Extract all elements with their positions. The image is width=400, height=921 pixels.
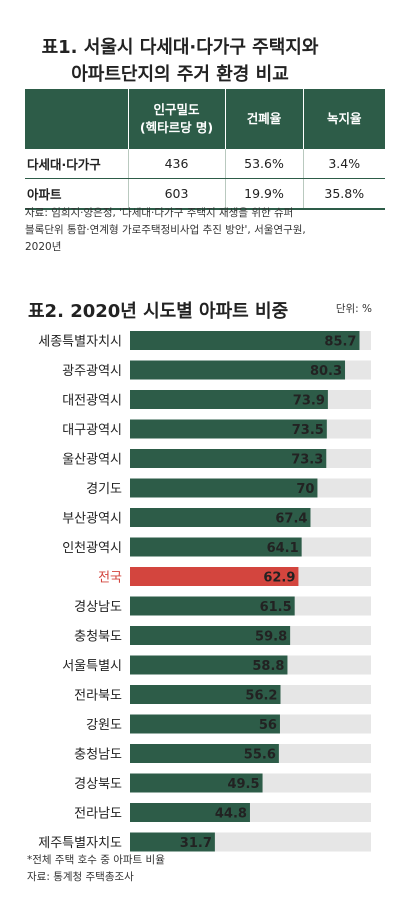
- value-label: 73.9: [293, 394, 325, 409]
- value-label: 58.8: [252, 659, 284, 674]
- bar: [130, 567, 299, 586]
- header-coverage: 건폐율: [224, 89, 303, 149]
- table1-source: 자료: 임희지·양은정, '다세대·다가구 주택지 재생을 위한 슈퍼 블록단위…: [25, 205, 385, 256]
- bar: [130, 419, 327, 439]
- bar: [130, 537, 302, 557]
- value-label: 31.7: [180, 836, 212, 851]
- cell-density: 436: [127, 149, 225, 179]
- chart-footnote: *전체 주택 호수 중 아파트 비율 자료: 통계청 주택총조사: [27, 852, 165, 886]
- value-label: 80.3: [310, 364, 342, 379]
- value-label: 70: [296, 482, 314, 497]
- value-label: 85.7: [324, 335, 356, 350]
- value-label: 59.8: [255, 630, 287, 645]
- source-line1: 자료: 임희지·양은정, '다세대·다가구 주택지 재생을 위한 슈퍼: [25, 207, 294, 219]
- value-label: 61.5: [260, 600, 292, 615]
- category-label: 충청북도: [74, 630, 122, 645]
- category-label: 전라북도: [74, 689, 122, 704]
- bar: [130, 360, 346, 380]
- header-density-line1: 인구밀도: [153, 102, 200, 117]
- category-label: 부산광역시: [62, 512, 122, 527]
- row-label: 아파트: [25, 178, 128, 210]
- value-label: 67.4: [275, 512, 307, 527]
- category-label: 광주광역시: [62, 364, 122, 379]
- bar: [130, 714, 280, 734]
- bar: [130, 832, 215, 852]
- table-row: 아파트 603 19.9% 35.8%: [25, 178, 385, 210]
- footnote-line2: 자료: 통계청 주택총조사: [27, 871, 134, 883]
- bar: [130, 773, 263, 793]
- value-label: 44.8: [215, 807, 247, 822]
- category-label: 전국: [98, 571, 122, 586]
- value-label: 62.9: [263, 571, 295, 586]
- bar: [130, 331, 360, 350]
- comparison-table: 인구밀도 (헥타르당 명) 건폐율 녹지율 다세대·다가구 436 53.6% …: [25, 89, 385, 210]
- category-label: 강원도: [86, 718, 122, 733]
- category-label: 경기도: [86, 482, 122, 497]
- bar: [130, 626, 291, 645]
- bar: [130, 478, 318, 498]
- bar: [130, 803, 250, 822]
- bar: [130, 449, 327, 468]
- value-label: 49.5: [227, 777, 259, 792]
- value-label: 73.5: [292, 423, 324, 438]
- bar: [130, 390, 328, 409]
- header-green: 녹지율: [302, 89, 385, 149]
- value-label: 73.3: [291, 453, 323, 468]
- category-label: 제주특별자치도: [38, 836, 122, 851]
- table1-title-line1: 표1. 서울시 다세대·다가구 주택지와: [41, 37, 319, 58]
- category-label: 전라남도: [74, 807, 122, 822]
- category-label: 울산광역시: [62, 453, 122, 468]
- category-label: 경상남도: [74, 600, 122, 615]
- row-label: 다세대·다가구: [25, 149, 128, 179]
- bar: [130, 685, 281, 704]
- cell-green: 3.4%: [302, 149, 385, 179]
- value-label: 55.6: [244, 748, 276, 763]
- source-line3: 2020년: [25, 241, 62, 253]
- table-row: 다세대·다가구 436 53.6% 3.4%: [25, 149, 385, 179]
- category-label: 세종특별자치시: [38, 335, 122, 350]
- cell-green: 35.8%: [302, 178, 385, 210]
- source-line2: 블록단위 통합·연계형 가로주택정비사업 추진 방안', 서울연구원,: [25, 224, 306, 236]
- category-label: 충청남도: [74, 748, 122, 763]
- category-label: 대구광역시: [62, 423, 122, 438]
- chart-unit: 단위: %: [335, 303, 372, 315]
- value-label: 56: [259, 718, 277, 733]
- chart-title: 표2. 2020년 시도별 아파트 비중: [28, 301, 289, 322]
- cell-coverage: 19.9%: [224, 178, 303, 210]
- table1-title: 표1. 서울시 다세대·다가구 주택지와 아파트단지의 주거 환경 비교: [0, 34, 360, 88]
- bar: [130, 655, 288, 675]
- bar: [130, 508, 311, 527]
- cell-coverage: 53.6%: [224, 149, 303, 179]
- value-label: 64.1: [267, 541, 299, 556]
- category-label: 인천광역시: [62, 541, 122, 556]
- category-label: 경상북도: [74, 777, 122, 792]
- cell-density: 603: [127, 178, 225, 210]
- table1-title-line2: 아파트단지의 주거 환경 비교: [71, 64, 289, 85]
- header-density: 인구밀도 (헥타르당 명): [127, 89, 225, 149]
- table-header-row: 인구밀도 (헥타르당 명) 건폐율 녹지율: [25, 89, 385, 149]
- value-label: 56.2: [245, 689, 277, 704]
- bar: [130, 744, 279, 763]
- footnote-line1: *전체 주택 호수 중 아파트 비율: [27, 854, 165, 866]
- category-label: 서울특별시: [62, 659, 122, 674]
- category-label: 대전광역시: [62, 394, 122, 409]
- header-empty: [25, 89, 128, 149]
- header-density-line2: (헥타르당 명): [139, 120, 214, 135]
- bar: [130, 596, 295, 616]
